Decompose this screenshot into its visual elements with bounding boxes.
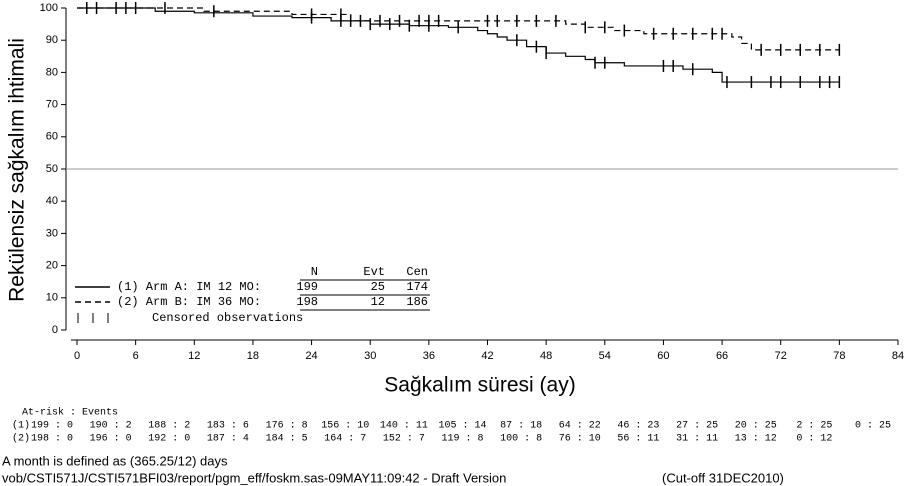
- x-tick-label: 6: [133, 350, 139, 362]
- survival-curve: [77, 7, 840, 51]
- legend-label: (1) Arm A: IM 12 MO:: [117, 280, 261, 294]
- y-tick-label: 50: [46, 163, 58, 175]
- at-risk-cell: 119 : 8: [441, 434, 483, 445]
- at-risk-row-label: (2): [12, 433, 30, 445]
- at-risk-cell: 176 : 8: [266, 421, 308, 432]
- legend-count: 186: [406, 295, 428, 309]
- y-tick-label: 90: [46, 34, 58, 46]
- x-tick-label: 18: [247, 350, 259, 362]
- y-axis-title: Rekülensiz sağkalım ihtimali: [6, 38, 29, 302]
- legend-label: (2) Arm B: IM 36 MO:: [117, 295, 261, 309]
- at-risk-cell: 76 : 10: [559, 434, 601, 445]
- at-risk-cell: 188 : 2: [148, 421, 190, 432]
- at-risk-row-label: (1): [12, 420, 30, 432]
- x-tick-label: 54: [599, 350, 611, 362]
- at-risk-cell: 196 : 0: [90, 434, 132, 445]
- legend-count: 198: [296, 295, 318, 309]
- at-risk-cell: 27 : 25: [676, 421, 718, 432]
- at-risk-cell: 198 : 0: [31, 434, 73, 445]
- at-risk-cell: 187 : 4: [207, 434, 249, 445]
- y-tick-label: 80: [46, 66, 58, 78]
- x-tick-label: 48: [540, 350, 552, 362]
- at-risk-cell: 31 : 11: [676, 434, 718, 445]
- at-risk-cell: 156 : 10: [321, 421, 369, 432]
- legend-header: Evt: [363, 265, 385, 279]
- x-axis-title: Sağkalım süresi (ay): [384, 374, 575, 397]
- x-tick-label: 0: [74, 350, 80, 362]
- at-risk-cell: 183 : 6: [207, 421, 249, 432]
- at-risk-cell: 199 : 0: [31, 421, 73, 432]
- legend-count: 199: [296, 280, 318, 294]
- y-tick-label: 70: [46, 99, 58, 111]
- at-risk-cell: 2 : 25: [796, 421, 832, 432]
- y-tick-label: 20: [46, 260, 58, 272]
- y-tick-label: 100: [40, 2, 58, 14]
- legend-count: 25: [371, 280, 385, 294]
- at-risk-cell: 56 : 11: [617, 434, 659, 445]
- at-risk-cell: 192 : 0: [148, 434, 190, 445]
- at-risk-cell: 184 : 5: [266, 434, 308, 445]
- footnote: vob/CSTI571J/CSTI571BFI03/report/pgm_eff…: [2, 470, 506, 485]
- y-tick-label: 30: [46, 227, 58, 239]
- legend-header: Cen: [406, 265, 428, 279]
- footnote: A month is defined as (365.25/12) days: [2, 453, 228, 468]
- y-tick-label: 60: [46, 131, 58, 143]
- survival-curve: [77, 7, 840, 83]
- legend-count: 12: [371, 295, 385, 309]
- x-tick-label: 42: [481, 350, 493, 362]
- footnote: (Cut-off 31DEC2010): [662, 470, 784, 485]
- x-tick-label: 12: [188, 350, 200, 362]
- at-risk-cell: 13 : 12: [735, 434, 777, 445]
- at-risk-cell: 0 : 25: [855, 421, 891, 432]
- y-tick-label: 40: [46, 195, 58, 207]
- at-risk-cell: 0 : 12: [796, 434, 832, 445]
- x-tick-label: 24: [305, 350, 317, 362]
- at-risk-cell: 140 : 11: [380, 421, 428, 432]
- y-tick-label: 0: [52, 324, 58, 336]
- legend-count: 174: [406, 280, 428, 294]
- legend-header: N: [311, 265, 318, 279]
- x-tick-label: 60: [657, 350, 669, 362]
- x-tick-label: 72: [775, 350, 787, 362]
- at-risk-cell: 20 : 25: [735, 421, 777, 432]
- y-tick-label: 10: [46, 292, 58, 304]
- legend-label: Censored observations: [152, 311, 303, 325]
- at-risk-cell: 87 : 18: [500, 421, 542, 432]
- at-risk-cell: 152 : 7: [383, 434, 425, 445]
- at-risk-cell: 64 : 22: [559, 421, 601, 432]
- x-tick-label: 66: [716, 350, 728, 362]
- at-risk-cell: 46 : 23: [617, 421, 659, 432]
- x-tick-label: 84: [892, 350, 904, 362]
- at-risk-cell: 164 : 7: [324, 434, 366, 445]
- at-risk-cell: 105 : 14: [438, 421, 486, 432]
- x-tick-label: 36: [423, 350, 435, 362]
- at-risk-cell: 100 : 8: [500, 434, 542, 445]
- at-risk-title: At-risk : Events: [22, 407, 118, 419]
- x-tick-label: 78: [833, 350, 845, 362]
- x-tick-label: 30: [364, 350, 376, 362]
- at-risk-cell: 190 : 2: [90, 421, 132, 432]
